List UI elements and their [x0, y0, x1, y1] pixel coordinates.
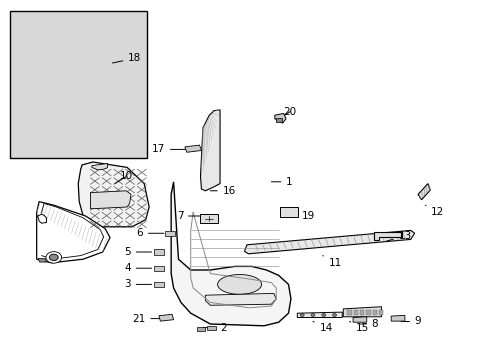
Text: 5: 5 — [124, 247, 151, 257]
Polygon shape — [171, 182, 290, 326]
Polygon shape — [154, 282, 163, 287]
Text: 17: 17 — [152, 144, 185, 154]
Polygon shape — [92, 163, 107, 170]
Text: 14: 14 — [312, 321, 332, 333]
Polygon shape — [184, 145, 201, 152]
Circle shape — [321, 314, 325, 316]
Polygon shape — [417, 184, 429, 200]
Text: 4: 4 — [124, 263, 151, 273]
Text: 11: 11 — [322, 256, 341, 268]
Polygon shape — [390, 315, 404, 321]
Polygon shape — [200, 110, 220, 191]
Polygon shape — [78, 162, 149, 227]
Text: 7: 7 — [176, 211, 203, 221]
Text: 18: 18 — [112, 53, 141, 63]
Polygon shape — [205, 293, 276, 305]
Polygon shape — [373, 232, 400, 240]
Polygon shape — [297, 312, 342, 318]
Polygon shape — [154, 249, 163, 255]
Polygon shape — [154, 266, 163, 271]
Text: 13: 13 — [386, 231, 411, 241]
Text: 9: 9 — [400, 316, 421, 327]
Polygon shape — [359, 310, 364, 315]
Circle shape — [300, 314, 304, 316]
Text: 8: 8 — [359, 319, 378, 329]
Circle shape — [310, 314, 314, 316]
Polygon shape — [244, 230, 414, 254]
Polygon shape — [165, 231, 175, 236]
Polygon shape — [38, 258, 46, 262]
Text: 6: 6 — [136, 228, 163, 238]
Polygon shape — [197, 327, 205, 331]
Text: 10: 10 — [115, 171, 133, 184]
Polygon shape — [352, 317, 366, 322]
Polygon shape — [207, 326, 216, 330]
Bar — [10, 11, 146, 158]
Text: 21: 21 — [132, 314, 161, 324]
Circle shape — [46, 252, 61, 263]
Polygon shape — [159, 314, 173, 321]
Text: 3: 3 — [124, 279, 151, 289]
Circle shape — [332, 314, 336, 316]
Circle shape — [49, 254, 58, 261]
Ellipse shape — [217, 275, 261, 294]
Polygon shape — [353, 310, 357, 315]
Polygon shape — [372, 310, 376, 315]
Text: 19: 19 — [290, 211, 315, 221]
Text: 2: 2 — [203, 323, 226, 333]
Polygon shape — [378, 310, 383, 315]
Polygon shape — [276, 118, 282, 122]
Text: 16: 16 — [210, 186, 235, 196]
Polygon shape — [280, 207, 298, 217]
Polygon shape — [343, 307, 381, 317]
Polygon shape — [200, 214, 217, 223]
Polygon shape — [274, 113, 285, 123]
Text: 20: 20 — [278, 107, 296, 119]
Text: 1: 1 — [271, 177, 292, 187]
Text: 12: 12 — [425, 205, 444, 217]
Polygon shape — [37, 202, 110, 263]
Polygon shape — [346, 310, 351, 315]
Polygon shape — [366, 310, 370, 315]
Polygon shape — [90, 191, 131, 209]
Text: 15: 15 — [349, 321, 368, 333]
